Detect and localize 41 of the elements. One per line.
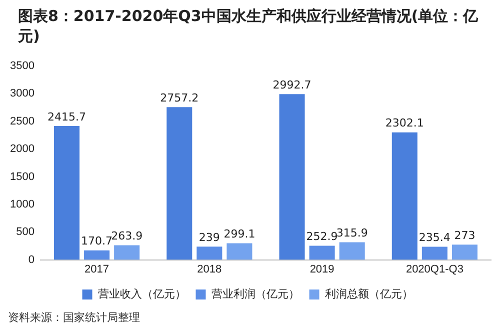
chart-title: 图表8：2017-2020年Q3中国水生产和供应行业经营情况(单位：亿元) (17, 6, 480, 47)
data-label: 2757.2 (160, 91, 199, 104)
bar (452, 244, 478, 260)
bar (339, 242, 365, 260)
x-tick-label: 2020Q1-Q3 (406, 263, 464, 276)
y-tick-label: 500 (16, 226, 34, 238)
data-label: 263.9 (111, 230, 143, 243)
bar (84, 250, 110, 260)
y-tick-label: 2000 (10, 143, 34, 156)
bar (166, 107, 192, 260)
data-label: 299.1 (224, 228, 256, 241)
data-label: 315.9 (336, 226, 368, 240)
bar (226, 243, 252, 260)
data-label: 2992.7 (272, 78, 312, 92)
y-tick-label: 3500 (10, 60, 34, 72)
data-label: 252.9 (306, 230, 338, 244)
text: 资料来源：国家统计局整理 (7, 310, 141, 325)
data-label: 239 (198, 230, 220, 244)
x-tick-label: 2019 (310, 263, 334, 276)
bar (309, 246, 335, 260)
bar (422, 246, 448, 260)
bar (54, 126, 80, 260)
data-label: 273 (454, 229, 476, 242)
data-label: 2302.1 (385, 116, 424, 130)
y-tick-label: 1000 (10, 198, 34, 210)
y-tick-label: 3000 (10, 88, 34, 100)
legend-label: 营业利润（亿元） (211, 288, 300, 301)
y-tick-label: 2500 (10, 115, 34, 128)
bar (279, 94, 305, 260)
data-label: 170.7 (81, 234, 113, 248)
x-tick-label: 2018 (197, 263, 222, 276)
bar (196, 246, 222, 260)
y-tick-label: 0 (28, 254, 34, 266)
y-tick-label: 1500 (10, 170, 34, 183)
data-label: 2415.7 (48, 110, 86, 124)
bar (392, 132, 418, 260)
legend-label: 营业收入（亿元） (98, 288, 186, 301)
bar (114, 245, 140, 260)
data-label: 235.4 (418, 231, 450, 244)
x-tick-label: 2017 (84, 263, 110, 276)
legend-label: 利润总额（亿元） (324, 288, 413, 301)
